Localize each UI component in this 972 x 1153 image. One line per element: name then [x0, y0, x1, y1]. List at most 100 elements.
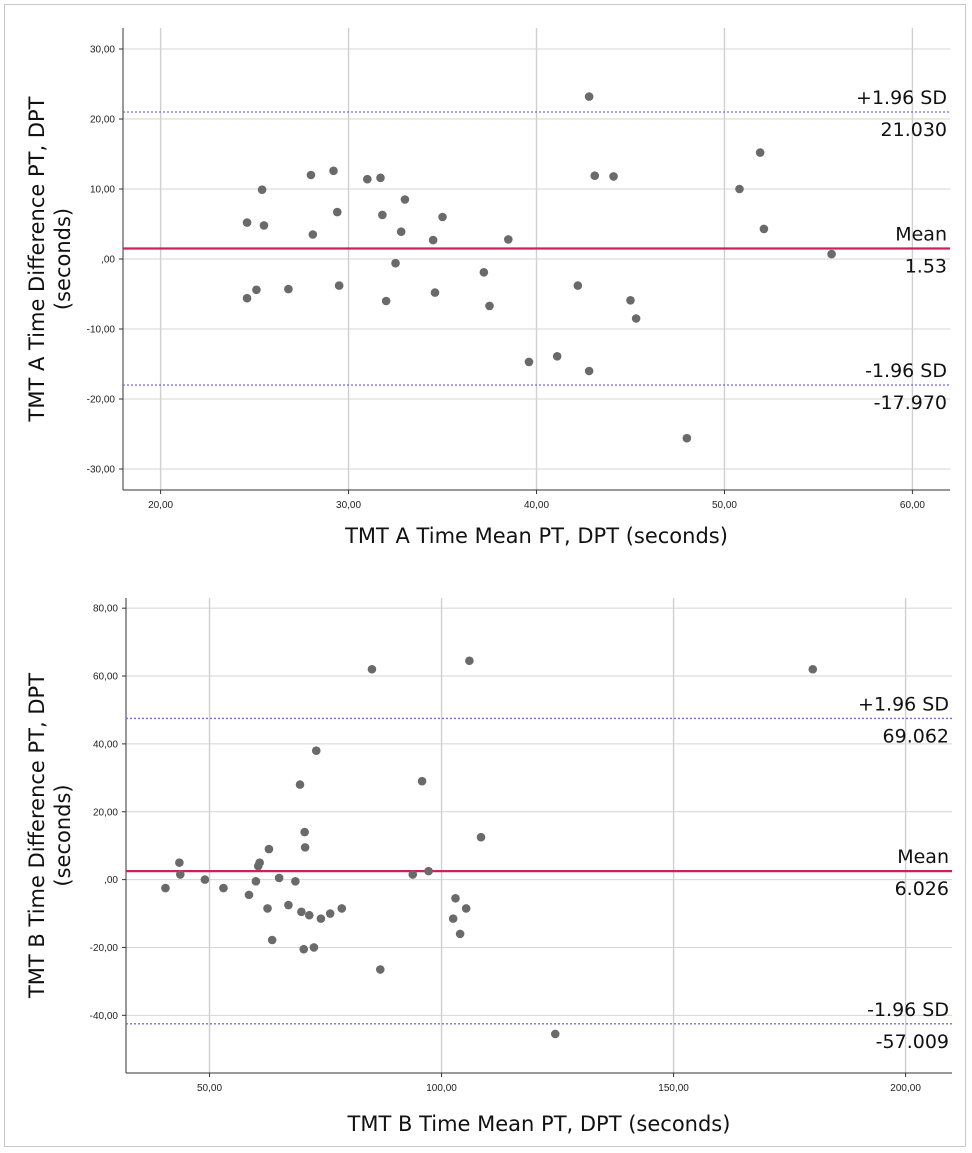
scatter-point [304, 910, 314, 920]
y-tick-label: -30,00 [87, 465, 116, 476]
scatter-point [300, 843, 310, 852]
scatter-point [430, 288, 440, 297]
x-tick-label: 30,00 [336, 500, 361, 511]
x-tick-label: 50,00 [197, 1083, 222, 1094]
scatter-point [219, 883, 228, 893]
scatter-point [428, 235, 438, 245]
scatter-point [255, 858, 264, 867]
scatter-point [808, 664, 818, 674]
scatter-point [297, 907, 306, 917]
scatter-point [337, 904, 347, 913]
scatter-point [573, 281, 583, 290]
scatter-point [242, 293, 252, 303]
y-tick-label: -10,00 [87, 325, 116, 336]
y-tick-label: ,00 [104, 875, 118, 886]
scatter-point [424, 866, 433, 876]
scatter-point [300, 827, 309, 837]
scatter-point [267, 935, 277, 945]
x-tick-label: 150,00 [658, 1083, 689, 1094]
x-tick-label: 40,00 [524, 500, 549, 511]
scatter-point [455, 929, 465, 939]
scatter-point [584, 92, 594, 101]
scatter-point [375, 965, 385, 974]
scatter-point [284, 900, 293, 910]
y-tick-label: 30,00 [90, 45, 115, 56]
y-tick-label: ,00 [101, 255, 115, 266]
x-tick-label: 60,00 [900, 500, 925, 511]
scatter-point [200, 875, 210, 884]
scatter-point [465, 656, 474, 666]
reference-line-name: -1.96 SD [865, 360, 947, 382]
scatter-point [259, 221, 269, 230]
scatter-point [461, 904, 471, 913]
reference-line-value: 21.030 [881, 119, 947, 141]
scatter-point [175, 870, 185, 879]
scatter-point [161, 883, 170, 893]
reference-line-value: -17.970 [874, 392, 947, 414]
x-tick-label: 100,00 [426, 1083, 457, 1094]
scatter-point [242, 218, 252, 227]
scatter-point [295, 780, 305, 789]
scatter-point [284, 284, 293, 294]
scatter-point [631, 314, 641, 323]
scatter-point [376, 173, 385, 183]
reference-line-name: +1.96 SD [856, 87, 947, 109]
reference-line-name: Mean [895, 224, 947, 246]
scatter-point [325, 909, 335, 918]
scatter-point [334, 281, 344, 290]
scatter-point [291, 877, 300, 886]
scatter-point [244, 890, 254, 900]
scatter-point [391, 258, 400, 268]
scatter-point [311, 746, 321, 755]
scatter-point [735, 184, 744, 194]
scatter-point [479, 268, 489, 277]
scatter-point [827, 249, 836, 259]
scatter-point [408, 870, 418, 879]
scatter-point [306, 170, 316, 180]
scatter-point [251, 877, 261, 886]
reference-line-value: 1.53 [905, 256, 947, 278]
scatter-point [396, 227, 406, 236]
y-axis-title: TMT B Time Difference PT, DPT(seconds) [25, 673, 75, 999]
y-tick-label: 80,00 [93, 604, 118, 615]
reference-line-value: -57.009 [876, 1031, 949, 1053]
reference-line-value: 6.026 [895, 878, 949, 900]
scatter-point [299, 944, 309, 954]
scatter-point [524, 357, 534, 367]
scatter-point [309, 943, 319, 952]
scatter-point [590, 171, 600, 180]
scatter-point [584, 366, 594, 376]
reference-line-name: Mean [897, 846, 949, 868]
scatter-point [308, 230, 318, 239]
y-tick-label: 10,00 [90, 185, 115, 196]
y-tick-label: 40,00 [93, 739, 118, 750]
scatter-point [504, 235, 513, 244]
scatter-point [485, 301, 494, 311]
scatter-point [476, 832, 486, 842]
y-tick-label: -20,00 [90, 943, 119, 954]
scatter-point [274, 873, 284, 883]
y-tick-label: -40,00 [90, 1011, 119, 1022]
scatter-point [257, 185, 267, 194]
y-tick-label: 20,00 [93, 807, 118, 818]
figure-frame [4, 4, 966, 1147]
x-tick-label: 50,00 [712, 500, 737, 511]
scatter-point [252, 285, 261, 295]
y-axis-title: TMT A Time Difference PT, DPT(seconds) [25, 96, 75, 422]
scatter-point [417, 776, 427, 786]
scatter-point [381, 296, 391, 306]
scatter-point [363, 174, 372, 184]
x-axis-title: TMT A Time Mean PT, DPT (seconds) [344, 524, 728, 548]
scatter-point [378, 210, 387, 220]
y-axis-title-line: TMT A Time Difference PT, DPT [25, 96, 49, 422]
scatter-point [550, 1029, 560, 1039]
x-axis-title: TMT B Time Mean PT, DPT (seconds) [347, 1112, 731, 1136]
reference-line-name: +1.96 SD [858, 693, 949, 715]
x-tick-label: 200,00 [890, 1083, 921, 1094]
scatter-point [332, 207, 342, 217]
chart-panel-1: 20,00 30,00 40,00 50,00 60,00 30,00 20,00 10,00… [25, 28, 950, 548]
scatter-point [329, 166, 338, 176]
y-tick-label: 20,00 [90, 115, 115, 126]
scatter-point [755, 148, 765, 157]
